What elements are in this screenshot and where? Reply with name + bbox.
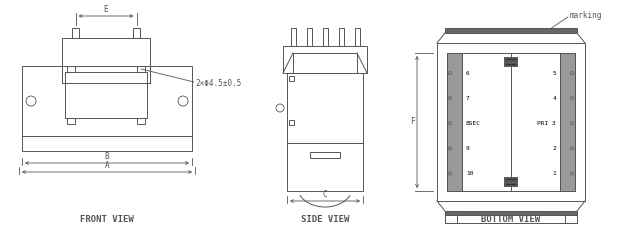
Text: marking: marking [570, 10, 603, 19]
Text: F: F [410, 118, 415, 127]
Text: PRI 3: PRI 3 [537, 121, 556, 126]
Text: 8SEC: 8SEC [466, 121, 481, 126]
Bar [72, 28, 79, 38]
Bar [505, 183, 517, 186]
Bar [323, 28, 328, 46]
Bar [22, 66, 192, 136]
Bar [137, 118, 145, 124]
Text: 5: 5 [552, 71, 556, 76]
Bar [65, 72, 147, 118]
Bar [306, 28, 311, 46]
Bar [437, 43, 585, 201]
Bar [137, 66, 145, 72]
Bar [505, 178, 517, 181]
Bar [310, 152, 340, 158]
Bar [22, 136, 192, 151]
Bar [62, 38, 150, 83]
Bar [560, 53, 575, 191]
Text: BOTTOM VIEW: BOTTOM VIEW [481, 215, 540, 224]
Text: A: A [104, 161, 109, 170]
Bar [565, 215, 577, 223]
Text: 1: 1 [552, 171, 556, 176]
Text: 4: 4 [552, 96, 556, 101]
Text: 6: 6 [466, 71, 470, 76]
Bar [289, 76, 294, 81]
Bar [505, 63, 517, 66]
Bar [67, 66, 75, 72]
Text: C: C [323, 190, 327, 199]
Text: 7: 7 [466, 96, 470, 101]
Bar [67, 118, 75, 124]
Bar [291, 28, 296, 46]
Bar [447, 53, 462, 191]
Bar [445, 28, 577, 33]
Bar [289, 120, 294, 125]
Bar [338, 28, 343, 46]
Bar [293, 53, 357, 73]
Bar [445, 211, 577, 215]
Bar [287, 143, 363, 191]
Bar [287, 73, 363, 143]
Text: 2×Φ4.5±0.5: 2×Φ4.5±0.5 [195, 79, 242, 88]
Text: SIDE VIEW: SIDE VIEW [301, 215, 349, 224]
Text: 2: 2 [552, 146, 556, 151]
Bar [283, 46, 367, 73]
Bar [133, 28, 140, 38]
Text: B: B [104, 152, 109, 161]
Bar [445, 215, 457, 223]
Bar [505, 58, 517, 61]
Text: 10: 10 [466, 171, 474, 176]
Bar [447, 53, 575, 191]
Text: E: E [104, 5, 108, 14]
Text: FRONT VIEW: FRONT VIEW [80, 215, 134, 224]
Text: 9: 9 [466, 146, 470, 151]
Bar [355, 28, 360, 46]
Bar [462, 53, 560, 191]
